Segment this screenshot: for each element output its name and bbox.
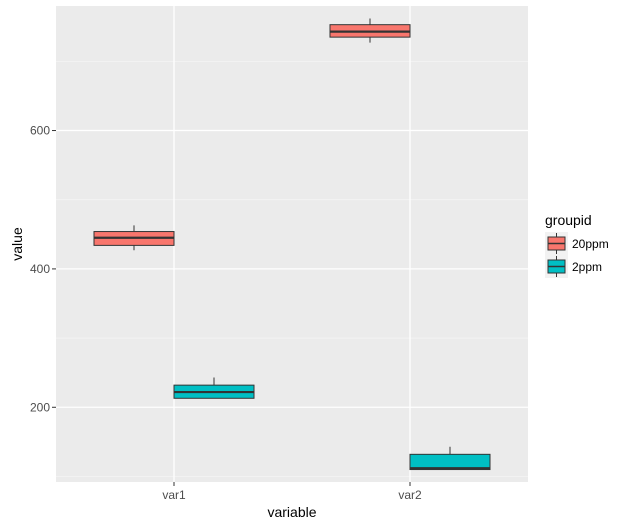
x-tick-label: var1 — [162, 488, 186, 502]
x-tick-label: var2 — [398, 488, 422, 502]
legend: groupid 20ppm 2ppm — [545, 212, 609, 278]
axes: 200 400 600 var1 var2 — [30, 124, 422, 502]
y-axis-title: value — [9, 227, 25, 261]
legend-entries: 20ppm 2ppm — [545, 232, 609, 278]
box-2ppm-var2 — [409, 453, 491, 471]
grid-lines — [56, 6, 528, 482]
y-tick-label: 600 — [30, 124, 50, 138]
legend-label-20ppm: 20ppm — [572, 237, 609, 251]
x-axis-title: variable — [267, 504, 316, 520]
y-tick-label: 400 — [30, 262, 50, 276]
legend-title: groupid — [545, 212, 592, 228]
legend-label-2ppm: 2ppm — [572, 260, 602, 274]
box-layer — [93, 18, 491, 471]
y-tick-label: 200 — [30, 400, 50, 414]
